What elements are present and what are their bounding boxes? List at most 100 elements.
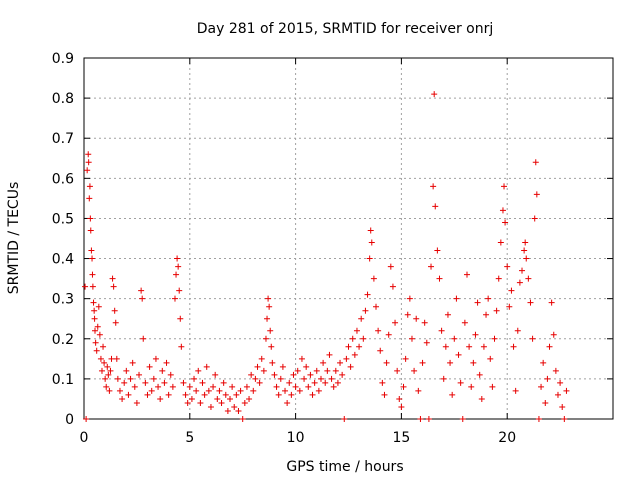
data-point (514, 327, 521, 334)
data-point (282, 387, 289, 394)
data-point (229, 383, 236, 390)
data-point (111, 307, 118, 314)
data-point (523, 255, 530, 262)
data-point (243, 383, 250, 390)
data-point (389, 283, 396, 290)
data-point (136, 371, 143, 378)
data-point (258, 355, 265, 362)
data-point (169, 383, 176, 390)
data-point (447, 359, 454, 366)
data-point (548, 299, 555, 306)
data-point (178, 343, 185, 350)
data-point (241, 399, 248, 406)
data-point (199, 379, 206, 386)
data-point (320, 359, 327, 366)
data-point (89, 271, 96, 278)
data-point (89, 255, 96, 262)
data-point (544, 375, 551, 382)
data-point (396, 395, 403, 402)
data-point (106, 387, 113, 394)
data-point (171, 295, 178, 302)
data-point (559, 403, 566, 410)
data-point (86, 195, 93, 202)
data-point (519, 267, 526, 274)
data-point (155, 383, 162, 390)
data-point (184, 399, 191, 406)
data-point (116, 387, 123, 394)
data-point (404, 311, 411, 318)
data-point (538, 383, 545, 390)
data-point (529, 335, 536, 342)
data-point (499, 207, 506, 214)
data-point (161, 379, 168, 386)
data-point (174, 255, 181, 262)
data-point (248, 371, 255, 378)
data-point (275, 391, 282, 398)
data-point (112, 319, 119, 326)
y-tick-label: 0.6 (52, 171, 74, 187)
data-point (87, 215, 94, 222)
data-point (214, 395, 221, 402)
data-point (182, 391, 189, 398)
data-point (508, 287, 515, 294)
data-point (487, 355, 494, 362)
data-point (546, 343, 553, 350)
data-point (85, 151, 92, 158)
data-point (516, 279, 523, 286)
x-tick-label: 10 (287, 430, 305, 446)
data-point (119, 395, 126, 402)
data-point (273, 383, 280, 390)
data-point (400, 383, 407, 390)
data-point (85, 159, 92, 166)
data-point (322, 379, 329, 386)
data-point (438, 327, 445, 334)
data-point (256, 379, 263, 386)
data-point (453, 295, 460, 302)
data-point (334, 379, 341, 386)
data-point (540, 359, 547, 366)
data-point (367, 227, 374, 234)
data-point (139, 295, 146, 302)
data-point (90, 299, 97, 306)
data-point (455, 351, 462, 358)
data-point (110, 283, 117, 290)
data-point (294, 367, 301, 374)
data-point (419, 359, 426, 366)
data-point (512, 387, 519, 394)
data-point (220, 379, 227, 386)
data-point (163, 359, 170, 366)
data-point (292, 383, 299, 390)
data-point (398, 403, 405, 410)
data-point (212, 371, 219, 378)
data-point (260, 367, 267, 374)
data-point (501, 183, 508, 190)
data-point (224, 407, 231, 414)
data-point (92, 339, 99, 346)
data-point (246, 395, 253, 402)
data-point (476, 371, 483, 378)
data-point (123, 367, 130, 374)
data-point (373, 303, 380, 310)
data-point (264, 315, 271, 322)
data-point (142, 379, 149, 386)
data-point (254, 363, 261, 370)
data-point (431, 91, 438, 98)
data-point (150, 375, 157, 382)
data-point (98, 367, 105, 374)
data-point (121, 379, 128, 386)
data-point (100, 343, 107, 350)
data-point (315, 387, 322, 394)
data-point (563, 387, 570, 394)
data-point (210, 383, 217, 390)
data-point (103, 383, 110, 390)
data-point (463, 271, 470, 278)
data-point (457, 379, 464, 386)
data-point (252, 375, 259, 382)
data-point (423, 339, 430, 346)
data-point (159, 367, 166, 374)
x-tick-label: 20 (498, 430, 516, 446)
data-point (531, 215, 538, 222)
data-point (415, 387, 422, 394)
data-point (222, 391, 229, 398)
data-point (341, 416, 348, 422)
